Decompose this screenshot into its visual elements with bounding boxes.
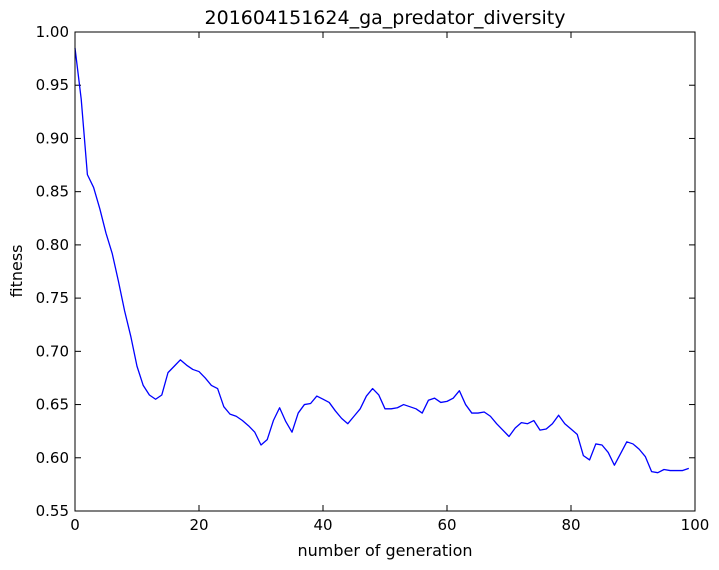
y-tick-label: 0.85 bbox=[36, 183, 69, 201]
y-tick-label: 0.60 bbox=[36, 449, 69, 467]
y-tick-label: 0.95 bbox=[36, 76, 69, 94]
plot-frame bbox=[74, 31, 696, 512]
series-line bbox=[74, 47, 690, 474]
x-axis-label: number of generation bbox=[297, 541, 472, 560]
x-tick-label: 40 bbox=[313, 516, 332, 534]
y-tick-label: 0.90 bbox=[36, 129, 69, 147]
x-tick-label: 100 bbox=[681, 516, 710, 534]
x-tick-label: 20 bbox=[189, 516, 208, 534]
chart-title: 201604151624_ga_predator_diversity bbox=[205, 7, 566, 29]
x-tick-label: 0 bbox=[70, 516, 80, 534]
series-group bbox=[74, 47, 690, 474]
y-tick-label: 0.75 bbox=[36, 289, 69, 307]
axis-ticks: 0 20 40 60 80 100 0.55 0.60 0.65 0.70 0.75 0.80 0.85… bbox=[36, 23, 710, 534]
y-tick-label: 0.80 bbox=[36, 236, 69, 254]
y-axis-label: fitness bbox=[7, 244, 26, 297]
y-tick-label: 1.00 bbox=[36, 23, 69, 41]
x-tick-label: 60 bbox=[437, 516, 456, 534]
y-tick-label: 0.70 bbox=[36, 342, 69, 360]
y-tick-label: 0.65 bbox=[36, 396, 69, 414]
y-tick-label: 0.55 bbox=[36, 502, 69, 520]
x-tick-label: 80 bbox=[561, 516, 580, 534]
